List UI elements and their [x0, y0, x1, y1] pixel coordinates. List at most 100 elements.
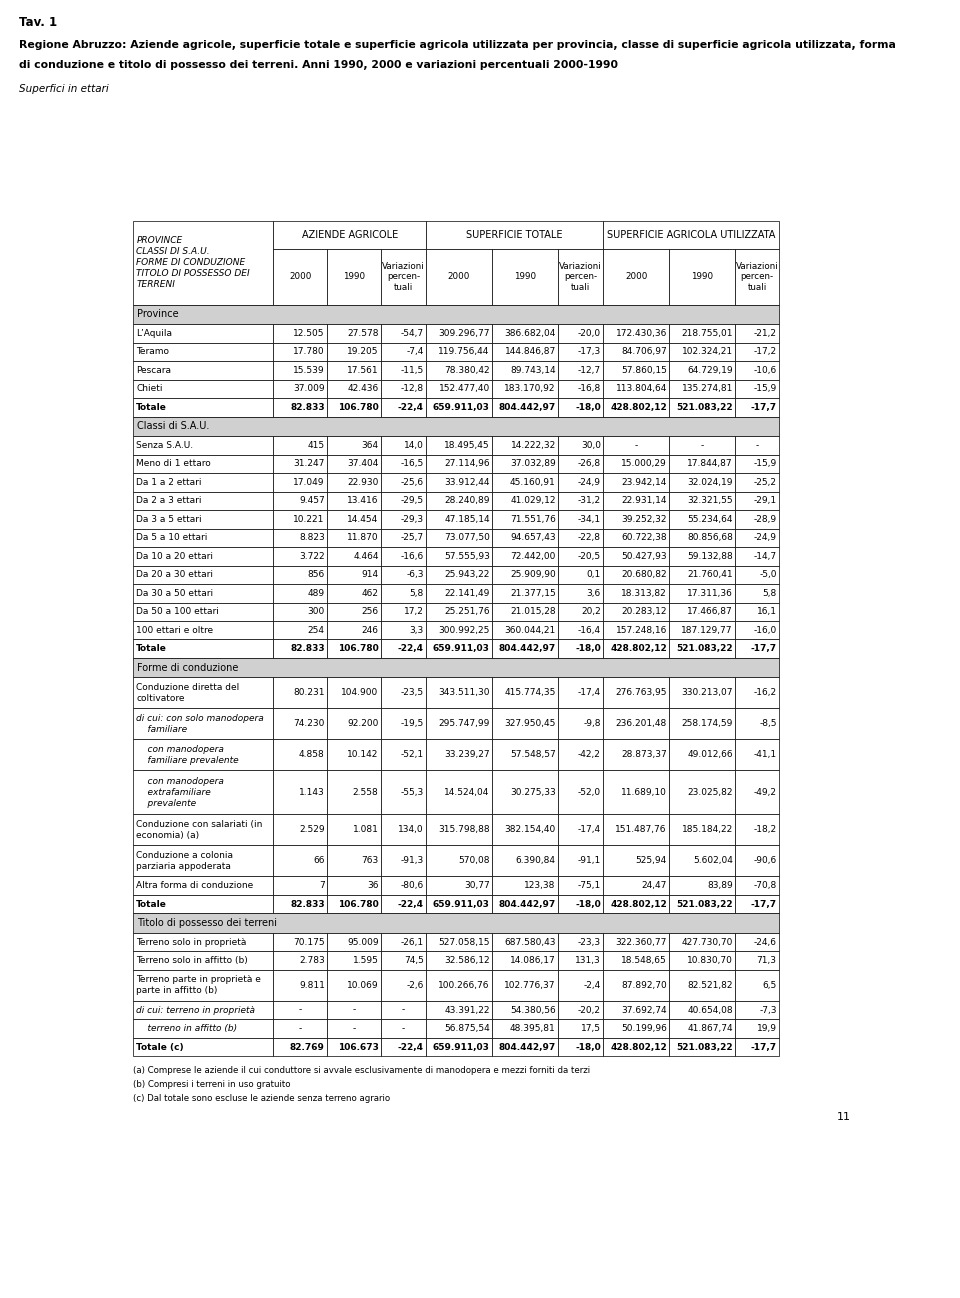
Bar: [669, 492, 735, 510]
Bar: [735, 566, 779, 584]
Text: 25.251,76: 25.251,76: [444, 607, 490, 617]
Bar: [492, 584, 558, 602]
Text: 18.548,65: 18.548,65: [621, 957, 667, 966]
Bar: [381, 951, 426, 970]
Text: Conduzione con salariati (in
economia) (a): Conduzione con salariati (in economia) (…: [136, 820, 263, 840]
Text: 33.239,27: 33.239,27: [444, 750, 490, 759]
Text: -52,0: -52,0: [578, 788, 601, 797]
Bar: [603, 584, 669, 602]
Text: -12,7: -12,7: [578, 366, 601, 375]
Bar: [133, 398, 274, 417]
Text: 37.692,74: 37.692,74: [621, 1006, 667, 1015]
Bar: [492, 1019, 558, 1038]
Text: 57.548,57: 57.548,57: [510, 750, 556, 759]
Bar: [327, 584, 381, 602]
Text: -34,1: -34,1: [578, 515, 601, 524]
Text: -: -: [299, 1006, 301, 1015]
Bar: [669, 1001, 735, 1019]
Text: 89.743,14: 89.743,14: [510, 366, 556, 375]
Text: 20.283,12: 20.283,12: [621, 607, 667, 617]
Bar: [735, 876, 779, 894]
Text: 804.442,97: 804.442,97: [498, 402, 556, 411]
Text: 1990: 1990: [343, 273, 365, 282]
Text: 14.454: 14.454: [348, 515, 378, 524]
Text: -15,9: -15,9: [754, 459, 777, 469]
Text: 37.009: 37.009: [293, 384, 324, 393]
Bar: [492, 343, 558, 361]
Text: 73.077,50: 73.077,50: [444, 533, 490, 543]
Text: -20,0: -20,0: [578, 328, 601, 337]
Bar: [603, 678, 669, 709]
Text: 59.132,88: 59.132,88: [687, 552, 732, 561]
Bar: [327, 324, 381, 343]
Text: -: -: [756, 441, 758, 450]
Bar: [327, 740, 381, 771]
Bar: [558, 566, 603, 584]
Text: -22,4: -22,4: [397, 1042, 423, 1051]
Bar: [735, 361, 779, 379]
Text: -24,9: -24,9: [754, 533, 777, 543]
Bar: [492, 740, 558, 771]
Text: (a) Comprese le aziende il cui conduttore si avvale esclusivamente di manodopera: (a) Comprese le aziende il cui conduttor…: [133, 1066, 590, 1075]
Bar: [133, 566, 274, 584]
Text: 80.231: 80.231: [294, 688, 324, 697]
Text: 1.143: 1.143: [300, 788, 324, 797]
Bar: [492, 492, 558, 510]
Text: 521.083,22: 521.083,22: [676, 900, 732, 909]
Text: -2,4: -2,4: [584, 981, 601, 990]
Text: -: -: [701, 441, 704, 450]
Bar: [669, 510, 735, 528]
Bar: [133, 528, 274, 546]
Text: 95.009: 95.009: [347, 937, 378, 946]
Text: 106.780: 106.780: [338, 900, 378, 909]
Text: Chieti: Chieti: [136, 384, 163, 393]
Bar: [603, 933, 669, 951]
Bar: [426, 933, 492, 951]
Bar: [133, 814, 274, 845]
Text: 327.950,45: 327.950,45: [504, 719, 556, 728]
Text: 15.000,29: 15.000,29: [621, 459, 667, 469]
Text: -: -: [352, 1006, 355, 1015]
Bar: [327, 1038, 381, 1057]
Bar: [735, 492, 779, 510]
Text: Da 5 a 10 ettari: Da 5 a 10 ettari: [136, 533, 207, 543]
Bar: [603, 221, 779, 249]
Text: 22.930: 22.930: [348, 478, 378, 487]
Bar: [669, 640, 735, 658]
Bar: [603, 709, 669, 740]
Bar: [381, 740, 426, 771]
Text: 276.763,95: 276.763,95: [615, 688, 667, 697]
Text: Classi di S.A.U.: Classi di S.A.U.: [137, 422, 209, 431]
Bar: [603, 602, 669, 620]
Text: 106.780: 106.780: [338, 644, 378, 653]
Bar: [327, 951, 381, 970]
Text: 7: 7: [319, 881, 324, 890]
Bar: [327, 472, 381, 492]
Bar: [558, 678, 603, 709]
Bar: [274, 221, 426, 249]
Text: 856: 856: [307, 570, 324, 579]
Text: 157.248,16: 157.248,16: [615, 626, 667, 635]
Text: 27.114,96: 27.114,96: [444, 459, 490, 469]
Text: 42.436: 42.436: [348, 384, 378, 393]
Bar: [492, 876, 558, 894]
Bar: [558, 324, 603, 343]
Text: -70,8: -70,8: [754, 881, 777, 890]
Bar: [426, 472, 492, 492]
Text: 17.049: 17.049: [294, 478, 324, 487]
Text: 236.201,48: 236.201,48: [615, 719, 667, 728]
Bar: [603, 740, 669, 771]
Text: -29,3: -29,3: [400, 515, 423, 524]
Bar: [274, 640, 327, 658]
Bar: [558, 740, 603, 771]
Bar: [558, 814, 603, 845]
Bar: [492, 845, 558, 876]
Text: 70.175: 70.175: [293, 937, 324, 946]
Bar: [735, 771, 779, 814]
Text: 151.487,76: 151.487,76: [615, 826, 667, 835]
Text: -17,3: -17,3: [578, 348, 601, 357]
Bar: [426, 324, 492, 343]
Bar: [558, 620, 603, 640]
Bar: [735, 510, 779, 528]
Text: 9.457: 9.457: [300, 496, 324, 505]
